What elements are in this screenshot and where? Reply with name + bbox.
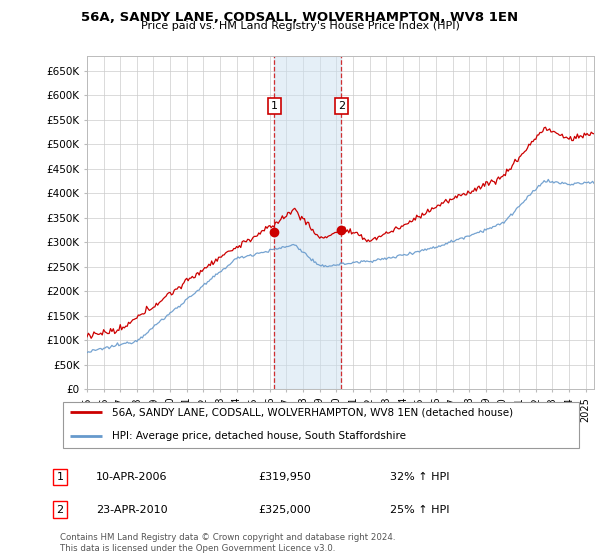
Text: 2: 2 bbox=[338, 101, 345, 111]
Text: HPI: Average price, detached house, South Staffordshire: HPI: Average price, detached house, Sout… bbox=[112, 431, 406, 441]
Text: 56A, SANDY LANE, CODSALL, WOLVERHAMPTON, WV8 1EN: 56A, SANDY LANE, CODSALL, WOLVERHAMPTON,… bbox=[82, 11, 518, 24]
Text: 23-APR-2010: 23-APR-2010 bbox=[96, 505, 167, 515]
Text: 1: 1 bbox=[271, 101, 278, 111]
Text: £319,950: £319,950 bbox=[258, 472, 311, 482]
Text: 25% ↑ HPI: 25% ↑ HPI bbox=[390, 505, 449, 515]
FancyBboxPatch shape bbox=[62, 402, 580, 448]
Text: 1: 1 bbox=[56, 472, 64, 482]
Text: Price paid vs. HM Land Registry's House Price Index (HPI): Price paid vs. HM Land Registry's House … bbox=[140, 21, 460, 31]
Text: 56A, SANDY LANE, CODSALL, WOLVERHAMPTON, WV8 1EN (detached house): 56A, SANDY LANE, CODSALL, WOLVERHAMPTON,… bbox=[112, 407, 514, 417]
Text: 32% ↑ HPI: 32% ↑ HPI bbox=[390, 472, 449, 482]
Text: £325,000: £325,000 bbox=[258, 505, 311, 515]
Text: 10-APR-2006: 10-APR-2006 bbox=[96, 472, 167, 482]
Bar bbox=[274, 56, 341, 389]
Text: 2: 2 bbox=[56, 505, 64, 515]
Text: Contains HM Land Registry data © Crown copyright and database right 2024.
This d: Contains HM Land Registry data © Crown c… bbox=[60, 533, 395, 553]
